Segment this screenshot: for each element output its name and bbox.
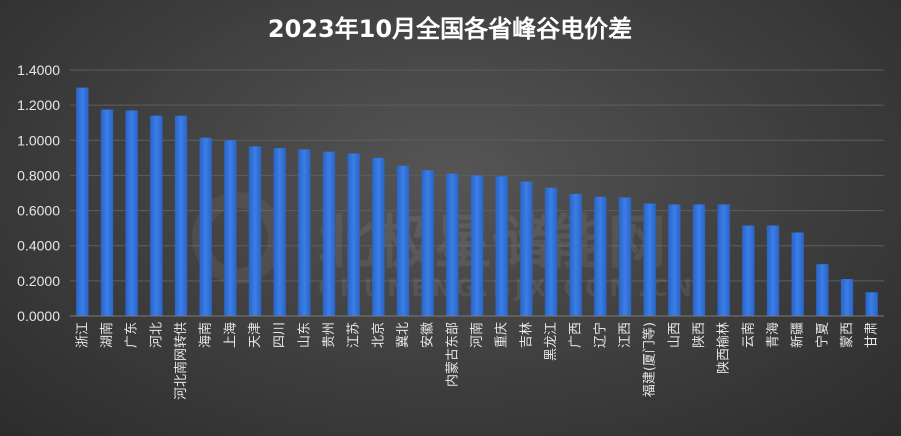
bar [717, 204, 730, 316]
x-tick-label: 云南 [740, 322, 756, 348]
x-tick-label: 青海 [766, 322, 781, 348]
bar [224, 140, 237, 316]
bar [544, 187, 558, 316]
x-tick-label: 冀北 [395, 322, 411, 348]
bar [446, 173, 459, 316]
x-tick-label: 甘肃 [865, 322, 880, 348]
bar [470, 175, 484, 316]
x-tick-label: 贵州 [322, 322, 337, 348]
x-tick-label: 陕西 [692, 322, 707, 348]
y-tick-label: 0.6000 [17, 203, 60, 219]
watermark-text: 北极星储能网 [318, 208, 666, 276]
bar [125, 110, 138, 317]
x-tick-label: 重庆 [494, 322, 510, 348]
x-axis-ticks: 浙江 湖南 广东 河北 河北南网转供 海南 上海 天津 四川 山东 贵州 江苏 北京 冀北 安徽 内蒙古东部河… [75, 322, 879, 400]
bar [692, 204, 706, 316]
bar [766, 225, 780, 316]
x-tick-label: 天津 [248, 322, 263, 348]
bar [816, 264, 829, 316]
x-tick-label: 陕西榆林 [717, 322, 732, 374]
x-tick-label: 安徽 [421, 322, 436, 348]
x-tick-label: 黑龙江 [544, 322, 559, 361]
bar [76, 87, 89, 316]
x-tick-label: 内蒙古东部 [444, 322, 460, 387]
x-tick-label: 新疆 [790, 322, 806, 348]
x-tick-label: 湖南 [99, 322, 115, 348]
bar [372, 157, 385, 316]
x-tick-label: 浙江 [75, 322, 90, 348]
x-tick-label: 河北 [149, 322, 164, 348]
bar [520, 181, 533, 316]
x-tick-label: 山东 [297, 322, 312, 348]
y-tick-label: 0.4000 [17, 238, 60, 254]
bar [569, 193, 582, 316]
x-tick-label: 山西 [667, 322, 682, 348]
x-tick-label: 辽宁 [592, 322, 608, 348]
y-tick-label: 1.4000 [17, 62, 60, 78]
x-tick-label: 吉林 [519, 322, 534, 348]
bar [421, 170, 434, 316]
x-tick-label: 江西 [618, 322, 633, 348]
y-tick-label: 1.2000 [17, 97, 60, 113]
bar [495, 176, 508, 316]
x-tick-label: 海南 [198, 322, 214, 348]
x-tick-label: 宁夏 [814, 322, 830, 348]
x-tick-label: 广东 [125, 322, 140, 348]
bar [100, 109, 114, 317]
bar [618, 197, 632, 316]
bar [174, 115, 188, 316]
bar [199, 137, 212, 316]
bar [150, 115, 163, 316]
bar [742, 225, 755, 316]
chart-title: 2023年10月全国各省峰谷电价差 [268, 15, 632, 43]
x-tick-label: 上海 [223, 322, 238, 348]
x-tick-label: 福建(厦门等) [642, 322, 658, 397]
bar [594, 196, 607, 316]
bar [840, 279, 854, 316]
x-tick-label: 蒙西 [840, 322, 855, 348]
x-tick-label: 河南 [469, 322, 485, 348]
bar [347, 153, 360, 316]
bar [865, 292, 878, 316]
bar [791, 232, 804, 316]
y-axis-ticks: 0.0000 0.2000 0.4000 0.6000 0.8000 1.0000 1.20… [17, 62, 60, 324]
x-tick-label: 四川 [273, 322, 288, 348]
y-tick-label: 0.0000 [17, 308, 60, 324]
bar [273, 148, 286, 316]
y-tick-label: 0.8000 [17, 167, 60, 183]
bar [248, 146, 262, 316]
bar [298, 149, 311, 316]
bars [76, 87, 878, 317]
x-tick-label: 广西 [569, 322, 584, 348]
x-tick-label: 江苏 [346, 322, 362, 348]
y-tick-label: 1.0000 [17, 132, 60, 148]
x-tick-label: 河北南网转供 [173, 322, 189, 400]
bar [643, 203, 656, 316]
bar [668, 204, 681, 316]
x-tick-label: 北京 [371, 322, 386, 348]
bar [322, 151, 336, 316]
y-tick-label: 0.2000 [17, 273, 60, 289]
bar [396, 165, 410, 316]
